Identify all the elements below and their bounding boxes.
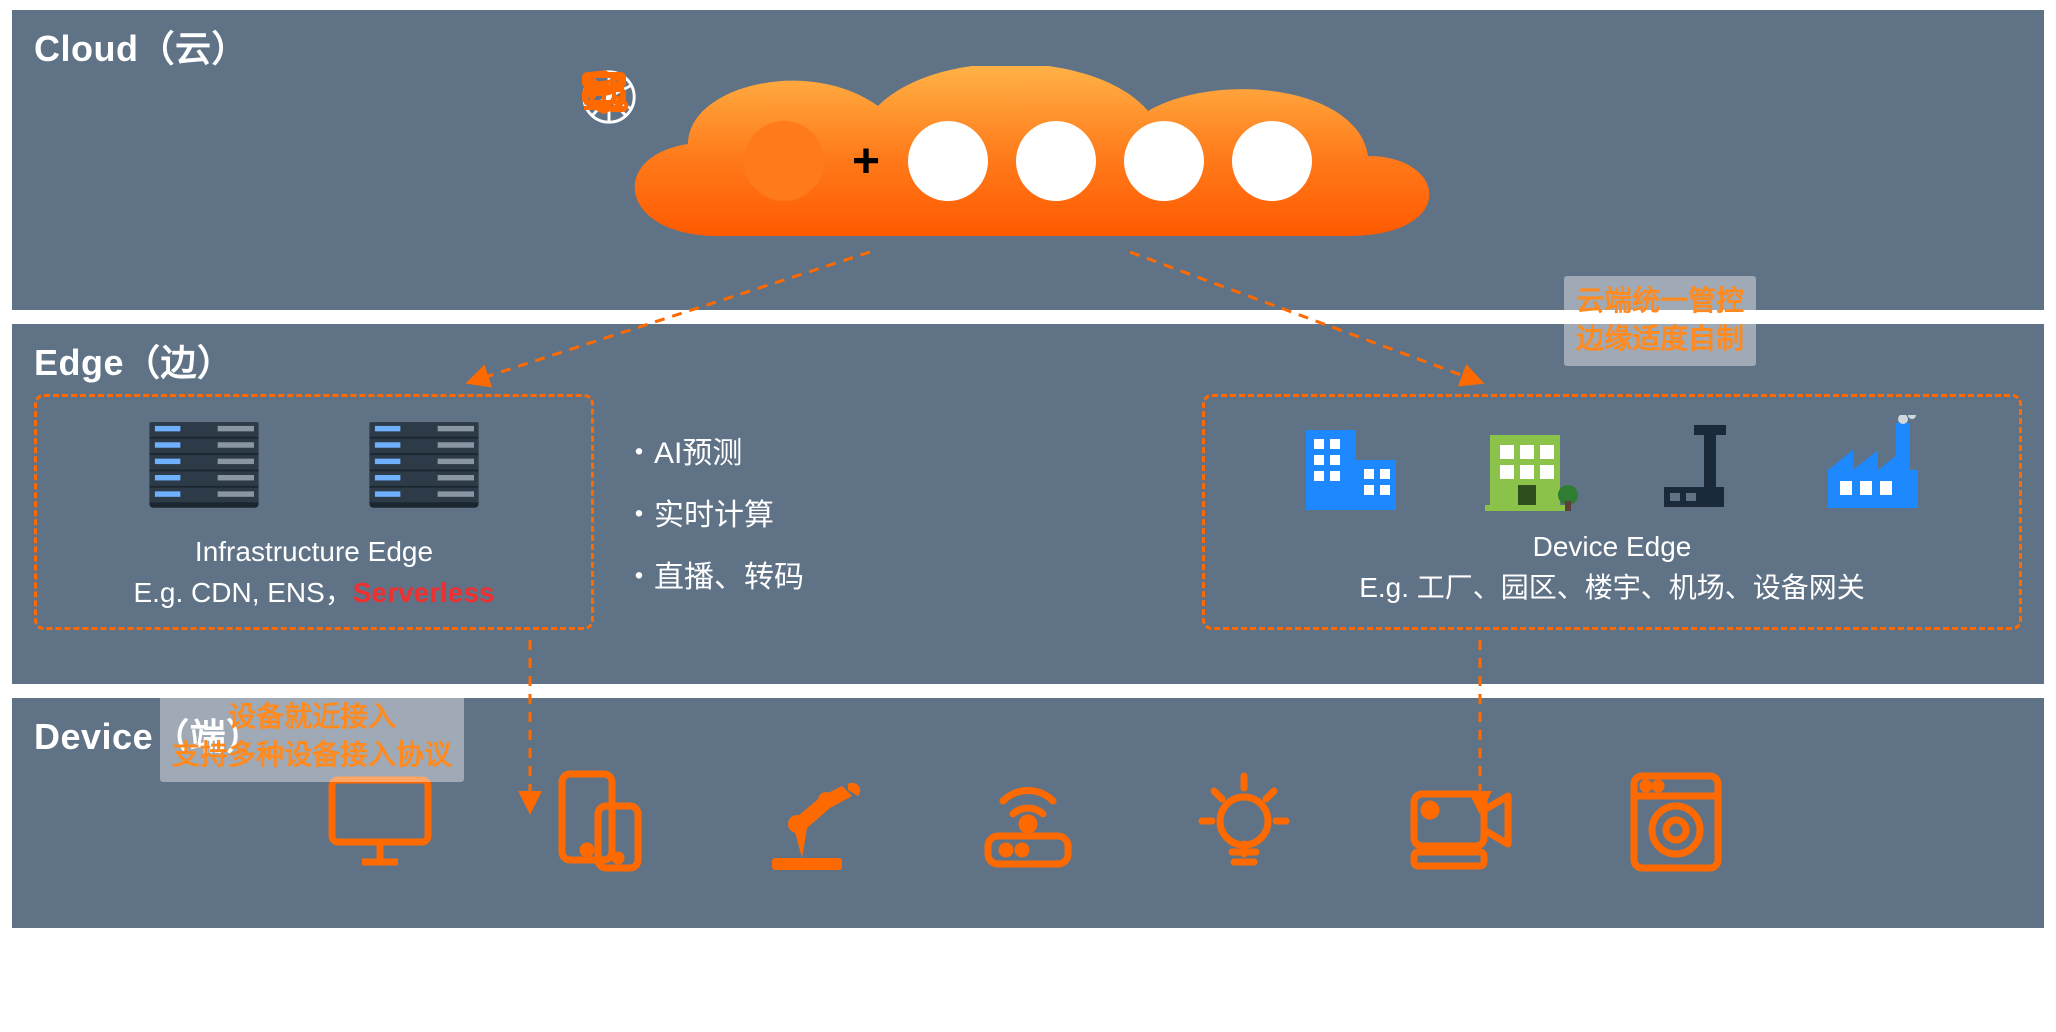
- callout-device-access: 设备就近接入 支持多种设备接入协议: [160, 692, 464, 782]
- bullet-live: ・直播、转码: [624, 552, 1202, 596]
- callout-bl-line1: 设备就近接入: [172, 698, 452, 736]
- lightbulb-icon: [1184, 766, 1304, 876]
- infra-edge-caption: Infrastructure Edge E.g. CDN, ENS，Server…: [133, 532, 494, 613]
- infra-edge-line2a: E.g. CDN, ENS，: [133, 577, 352, 608]
- mobile-icon: [536, 766, 656, 876]
- factory-icon: [1818, 415, 1928, 515]
- server-rack-icon: [134, 415, 274, 520]
- desktop-icon: [320, 766, 440, 876]
- callout-cloud-control: 云端统一管控 边缘适度自制: [1564, 276, 1756, 366]
- building-green-icon: [1470, 415, 1580, 515]
- building-blue-icon: [1296, 415, 1406, 515]
- device-edge-box: Device Edge E.g. 工厂、园区、楼宇、机场、设备网关: [1202, 394, 2022, 630]
- device-edge-line1: Device Edge: [1533, 531, 1692, 562]
- server-rack-icon: [354, 415, 494, 520]
- cloud-title: Cloud（云）: [34, 20, 2022, 72]
- cloud-shape: + AI: [578, 66, 1478, 256]
- infra-edge-line2b: Serverless: [353, 577, 495, 608]
- server-icon: [908, 121, 988, 201]
- callout-bl-line2: 支持多种设备接入协议: [172, 736, 452, 774]
- callout-tr-line1: 云端统一管控: [1576, 282, 1744, 320]
- device-edge-caption: Device Edge E.g. 工厂、园区、楼宇、机场、设备网关: [1359, 527, 1865, 608]
- bullet-ai: ・AI预测: [624, 428, 1202, 472]
- router-icon: [968, 766, 1088, 876]
- ai-icon: AI: [1124, 121, 1204, 201]
- camera-icon: [1400, 766, 1520, 876]
- robot-arm-icon: [752, 766, 872, 876]
- infrastructure-edge-box: Infrastructure Edge E.g. CDN, ENS，Server…: [34, 394, 594, 630]
- database-cloud-icon: [1232, 121, 1312, 201]
- edge-bullets: ・AI预测 ・实时计算 ・直播、转码: [594, 394, 1202, 630]
- edge-layer: Edge（边）: [12, 324, 2044, 684]
- plus-sign: +: [852, 134, 880, 189]
- callout-tr-line2: 边缘适度自制: [1576, 320, 1744, 358]
- container-icon: [1016, 121, 1096, 201]
- kubernetes-icon: [744, 121, 824, 201]
- infra-edge-line1: Infrastructure Edge: [195, 536, 433, 567]
- cloud-layer: Cloud（云） +: [12, 10, 2044, 310]
- tower-icon: [1644, 415, 1754, 515]
- bullet-realtime: ・实时计算: [624, 490, 1202, 534]
- washer-icon: [1616, 766, 1736, 876]
- device-edge-line2: E.g. 工厂、园区、楼宇、机场、设备网关: [1359, 572, 1865, 603]
